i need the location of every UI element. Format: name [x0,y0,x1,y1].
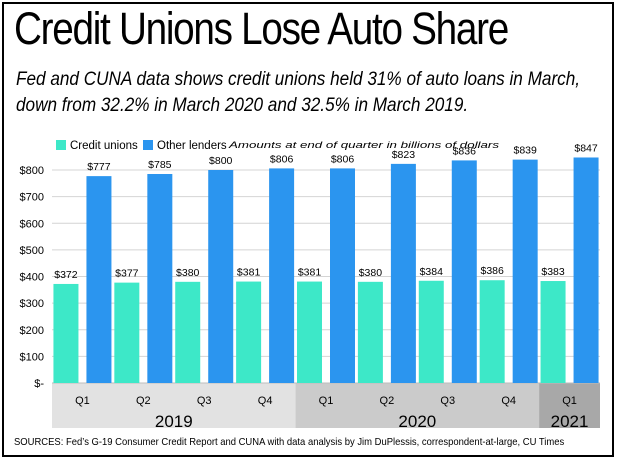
legend-swatch-other-lenders [143,140,153,150]
data-label-credit-unions: $386 [480,265,504,277]
legend: Credit unions Other lenders Amounts at e… [56,140,499,152]
bar-credit-unions [418,280,444,383]
data-label-credit-unions: $381 [298,267,322,279]
bars: $372 $777 $377 $785 $380 $800 $381 $806 $381 $806… [53,142,599,383]
y-tick-label: $400 [20,272,44,284]
amounts-note: Amounts at end of quarter in billions of… [228,140,500,151]
bar-credit-unions [540,281,566,383]
data-label-other-lenders: $785 [148,159,172,171]
data-label-other-lenders: $806 [270,153,294,165]
x-tick-label: Q1 [75,395,90,407]
x-tick-label: Q3 [440,395,455,407]
data-label-credit-unions: $381 [237,267,261,279]
year-bands: 2019 2020 2021 [52,383,600,431]
data-label-credit-unions: $384 [420,266,444,278]
grid-lines [52,169,600,384]
x-tick-label: Q4 [258,395,273,407]
bar-other-lenders [330,168,355,383]
data-label-other-lenders: $836 [453,145,477,157]
year-band-2020 [295,383,540,428]
year-band-2021 [539,383,600,428]
data-label-other-lenders: $823 [392,149,416,161]
legend-label-other-lenders: Other lenders [157,140,227,152]
y-tick-label: $600 [20,218,44,230]
subtitle-line-1: Fed and CUNA data shows credit unions he… [16,68,581,90]
bar-other-lenders [208,170,234,383]
data-label-other-lenders: $800 [209,155,233,167]
bar-credit-unions [236,281,262,383]
legend-swatch-credit-unions [56,140,66,150]
x-tick-label: Q2 [136,395,151,407]
data-label-credit-unions: $377 [115,268,139,280]
data-label-credit-unions: $380 [359,267,383,279]
y-tick-label: $500 [20,245,44,257]
data-label-credit-unions: $383 [541,266,565,278]
bar-other-lenders [86,176,112,383]
y-tick-label: $700 [20,192,44,204]
x-axis-labels: Q1 Q2 Q3 Q4 Q1 Q2 Q3 Q4 Q1 [75,395,577,407]
bar-credit-unions [114,282,140,383]
chart-subtitle: Fed and CUNA data shows credit unions he… [16,66,580,118]
x-tick-label: Q1 [319,395,334,407]
year-label-2019: 2019 [155,412,193,431]
y-tick-label: $200 [20,325,44,337]
y-axis: $- $100 $200 $300 $400 $500 $600 $700 $800 [20,165,45,390]
y-tick-label: $- [34,378,44,390]
bar-credit-unions [297,281,322,383]
data-label-credit-unions: $380 [176,267,200,279]
year-band-2019 [52,383,296,428]
bar-credit-unions [175,281,201,383]
bar-other-lenders [512,159,538,383]
data-label-credit-unions: $372 [54,269,78,281]
data-label-other-lenders: $839 [513,145,537,157]
bar-other-lenders [269,168,295,383]
x-tick-label: Q1 [562,395,577,407]
bar-other-lenders [390,163,416,383]
data-label-other-lenders: $806 [331,153,355,165]
subtitle-line-2: down from 32.2% in March 2020 and 32.5% … [16,94,469,116]
y-tick-label: $300 [20,298,44,310]
year-label-2021: 2021 [551,412,589,431]
bar-credit-unions [479,280,505,383]
data-label-other-lenders: $847 [574,142,598,154]
year-label-2020: 2020 [398,412,436,431]
y-tick-label: $100 [20,351,44,363]
bar-other-lenders [147,173,173,383]
y-tick-label: $800 [20,165,44,177]
sources-note: SOURCES: Fed’s G-19 Consumer Credit Repo… [14,436,565,448]
data-label-other-lenders: $777 [87,161,111,173]
x-tick-label: Q2 [380,395,395,407]
bar-credit-unions [357,281,383,383]
x-tick-label: Q4 [501,395,516,407]
bar-credit-unions [53,283,79,383]
chart-title: Credit Unions Lose Auto Share [14,3,509,54]
x-tick-label: Q3 [197,395,212,407]
bar-other-lenders [451,160,477,383]
legend-label-credit-unions: Credit unions [70,140,138,152]
bar-other-lenders [573,157,599,383]
